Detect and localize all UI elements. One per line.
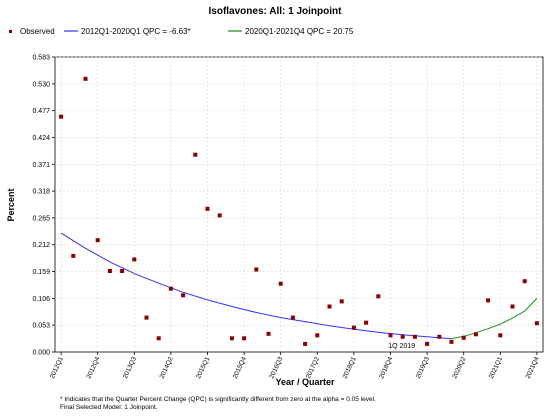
- x-tick-label: 2018Q1: [342, 356, 358, 380]
- observed-point: [412, 334, 417, 339]
- observed-point: [449, 339, 454, 344]
- legend-label-segment-2: 2020Q1-2021Q4 QPC = 20.75: [245, 27, 354, 36]
- x-tick-label: 2020Q2: [451, 356, 467, 380]
- observed-point: [120, 269, 125, 273]
- y-tick-label: 0.053: [32, 323, 50, 330]
- observed-point: [290, 315, 295, 320]
- observed-point: [71, 253, 76, 258]
- legend: Observed 2012Q1-2020Q1 QPC = -6.63* 2020…: [9, 27, 354, 36]
- observed-point: [83, 76, 88, 81]
- observed-point: [351, 325, 356, 330]
- y-tick-label: 0.583: [32, 55, 50, 62]
- x-tick-label: 2021Q4: [525, 356, 541, 380]
- observed-point: [217, 213, 222, 218]
- observed-point: [266, 331, 271, 336]
- fit-line-segment-1: [60, 232, 452, 340]
- y-tick-label: 0.477: [32, 108, 50, 115]
- plot-area: [54, 56, 544, 353]
- observed-point: [303, 341, 308, 346]
- y-axis-label: Percent: [6, 188, 16, 221]
- chart-title: Isoflavones: All: 1 Joinpoint: [209, 6, 343, 17]
- x-axis: 2012Q1 2012Q4 2013Q3 2014Q2 2015Q1 2015Q4 2016…: [49, 352, 541, 380]
- annotations: 1Q 2019: [388, 343, 415, 350]
- observed-point: [193, 152, 198, 157]
- y-tick-label: 0.000: [32, 350, 50, 357]
- fit-line-segment-2: [451, 298, 538, 340]
- y-tick-label: 0.265: [32, 215, 50, 222]
- observed-point: [59, 114, 64, 119]
- x-tick-label: 2012Q4: [85, 356, 101, 380]
- observed-point: [534, 321, 539, 326]
- x-tick-label: 2013Q3: [122, 356, 138, 380]
- observed-point: [205, 206, 210, 211]
- observed-point: [168, 286, 173, 291]
- observed-point: [132, 257, 137, 262]
- footnote-model: Final Selected Model: 1 Joinpoint.: [60, 404, 158, 411]
- observed-point: [425, 341, 430, 346]
- observed-point: [339, 299, 344, 304]
- observed-point: [498, 333, 503, 338]
- y-tick-label: 0.424: [32, 135, 50, 142]
- y-tick-label: 0.371: [32, 162, 50, 169]
- observed-point: [376, 294, 381, 299]
- observed-point: [400, 334, 405, 339]
- legend-label-segment-1: 2012Q1-2020Q1 QPC = -6.63*: [81, 27, 191, 36]
- legend-marker-observed: [9, 30, 12, 33]
- x-tick-label: 2015Q1: [195, 356, 211, 380]
- observed-point: [181, 293, 186, 298]
- y-tick-label: 0.318: [32, 189, 50, 196]
- y-tick-label: 0.159: [32, 269, 50, 276]
- grid: [55, 56, 543, 352]
- observed-point: [327, 304, 332, 309]
- observed-point: [242, 336, 247, 341]
- x-tick-label: 2021Q1: [488, 356, 504, 380]
- observed-point: [278, 281, 283, 286]
- x-tick-label: 2018Q4: [378, 356, 394, 380]
- x-tick-label: 2015Q4: [232, 356, 248, 380]
- observed-point: [144, 315, 149, 320]
- fitted-lines: [60, 232, 538, 340]
- observed-point: [437, 334, 442, 339]
- y-tick-label: 0.212: [32, 242, 50, 249]
- footnote-significance: * Indicates that the Quarter Percent Cha…: [60, 396, 376, 403]
- observed-point: [473, 332, 478, 337]
- legend-label-observed: Observed: [20, 27, 55, 36]
- annotation-label: 1Q 2019: [388, 343, 415, 350]
- observed-points: [59, 76, 539, 346]
- y-tick-label: 0.106: [32, 296, 50, 303]
- x-tick-label: 2014Q2: [159, 356, 175, 380]
- observed-point: [315, 333, 320, 338]
- observed-point: [510, 304, 515, 309]
- observed-point: [107, 269, 112, 273]
- observed-point: [229, 336, 234, 341]
- observed-point: [522, 279, 527, 284]
- observed-point: [364, 320, 369, 325]
- x-tick-label: 2012Q1: [49, 356, 65, 380]
- observed-point: [95, 238, 100, 243]
- observed-point: [254, 267, 259, 272]
- observed-point: [156, 336, 161, 341]
- x-axis-label: Year / Quarter: [275, 377, 335, 387]
- y-axis: 0.000 0.053 0.106 0.159 0.212 0.265 0.318 0.371…: [32, 55, 55, 357]
- observed-point: [461, 335, 466, 340]
- observed-point: [388, 333, 393, 338]
- x-tick-label: 2019Q3: [415, 356, 431, 380]
- y-tick-label: 0.530: [32, 81, 50, 88]
- observed-point: [486, 298, 491, 303]
